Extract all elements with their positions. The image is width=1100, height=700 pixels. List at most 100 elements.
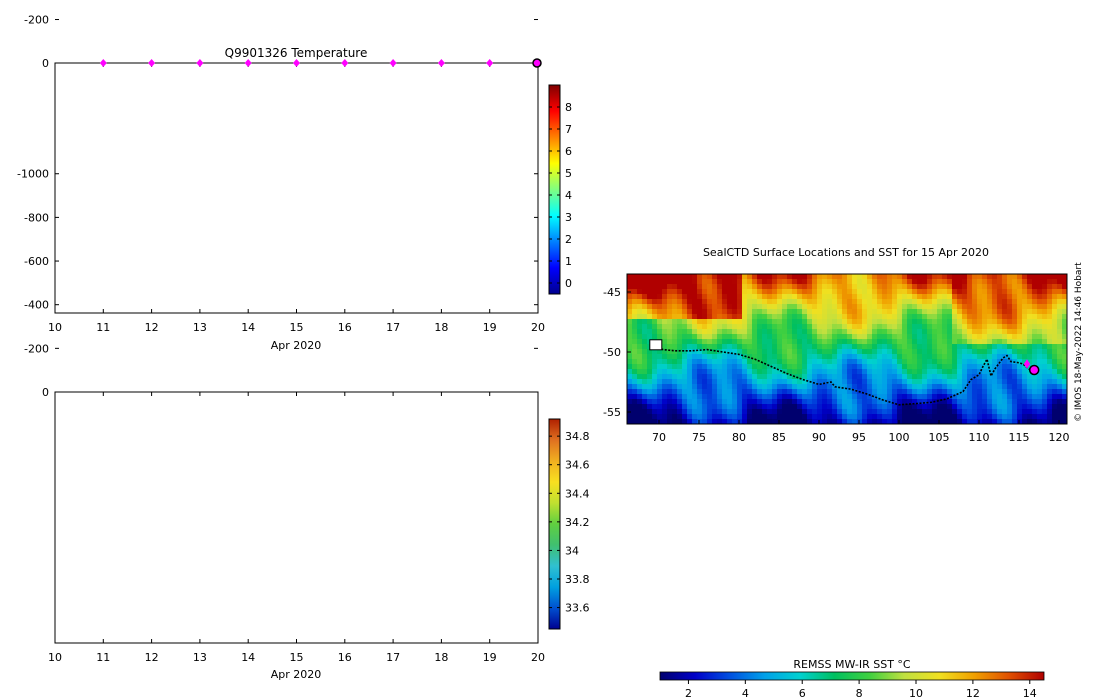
x-tick-label: 14 bbox=[241, 321, 255, 334]
sst-cell bbox=[872, 369, 877, 374]
sst-cell bbox=[642, 384, 647, 389]
sst-cell bbox=[687, 294, 692, 299]
sst-cell bbox=[662, 384, 667, 389]
sst-cell bbox=[907, 314, 912, 319]
sst-cell bbox=[872, 304, 877, 309]
sst-cell bbox=[1047, 299, 1052, 304]
sst-cell bbox=[897, 394, 902, 399]
sst-cell bbox=[762, 294, 767, 299]
sst-cell bbox=[1042, 334, 1047, 339]
sst-cell bbox=[647, 364, 652, 369]
sst-cell bbox=[837, 314, 842, 319]
sst-cell bbox=[747, 369, 752, 374]
sst-cell bbox=[777, 414, 782, 419]
sst-cell bbox=[822, 289, 827, 294]
sst-cell bbox=[982, 344, 987, 349]
sst-cell bbox=[1002, 419, 1007, 424]
sst-cell bbox=[1032, 374, 1037, 379]
sst-cell bbox=[632, 304, 637, 309]
sst-cell bbox=[882, 349, 887, 354]
x-tick-label: 17 bbox=[386, 321, 400, 334]
sst-cell bbox=[1047, 294, 1052, 299]
sst-cell bbox=[887, 389, 892, 394]
sst-cell bbox=[832, 359, 837, 364]
sst-cell bbox=[972, 334, 977, 339]
sst-cell bbox=[697, 379, 702, 384]
sst-cell bbox=[697, 359, 702, 364]
sst-cell bbox=[772, 419, 777, 424]
sst-cell bbox=[732, 309, 737, 314]
sst-cell bbox=[932, 299, 937, 304]
sst-cell bbox=[742, 304, 747, 309]
sst-cell bbox=[857, 294, 862, 299]
sst-cell bbox=[632, 359, 637, 364]
sst-cell bbox=[692, 394, 697, 399]
sst-cell bbox=[857, 334, 862, 339]
sst-cell bbox=[892, 314, 897, 319]
sst-cell bbox=[782, 274, 787, 279]
sst-cell bbox=[822, 359, 827, 364]
sst-cell bbox=[1052, 414, 1057, 419]
sst-cell bbox=[712, 284, 717, 289]
sst-cell bbox=[997, 329, 1002, 334]
sst-cell bbox=[922, 379, 927, 384]
sst-cell bbox=[912, 384, 917, 389]
map-x-tick-label: 75 bbox=[692, 431, 706, 444]
sst-cell bbox=[687, 289, 692, 294]
x-tick-label: 16 bbox=[338, 651, 352, 664]
sst-cell bbox=[662, 359, 667, 364]
sst-cell bbox=[1022, 334, 1027, 339]
sst-cell bbox=[957, 294, 962, 299]
sst-cell bbox=[852, 379, 857, 384]
sst-cell bbox=[912, 399, 917, 404]
sst-cell bbox=[717, 319, 722, 324]
sst-cell bbox=[977, 374, 982, 379]
sst-cell bbox=[652, 314, 657, 319]
sst-cell bbox=[707, 304, 712, 309]
sst-cell bbox=[782, 389, 787, 394]
sst-cell bbox=[912, 344, 917, 349]
sst-cell bbox=[1032, 379, 1037, 384]
sst-cell bbox=[987, 309, 992, 314]
sst-cell bbox=[1007, 349, 1012, 354]
sst-cell bbox=[747, 339, 752, 344]
sst-cell bbox=[767, 324, 772, 329]
sst-cell bbox=[937, 354, 942, 359]
sst-cell bbox=[987, 294, 992, 299]
sst-cell bbox=[762, 314, 767, 319]
sst-cell bbox=[1022, 359, 1027, 364]
sst-cell bbox=[682, 369, 687, 374]
sst-cell bbox=[1007, 359, 1012, 364]
sst-cell bbox=[867, 364, 872, 369]
sst-cell bbox=[952, 279, 957, 284]
sst-cell bbox=[892, 334, 897, 339]
sst-cell bbox=[967, 414, 972, 419]
sst-cell bbox=[707, 289, 712, 294]
sst-cell bbox=[637, 304, 642, 309]
sst-cell bbox=[702, 339, 707, 344]
sst-cell bbox=[1057, 294, 1062, 299]
sst-cell bbox=[677, 394, 682, 399]
sst-cell bbox=[797, 374, 802, 379]
sst-cell bbox=[642, 394, 647, 399]
sst-cell bbox=[697, 389, 702, 394]
sst-cell bbox=[867, 409, 872, 414]
sst-cell bbox=[817, 399, 822, 404]
sst-cell bbox=[787, 319, 792, 324]
sst-cell bbox=[757, 344, 762, 349]
sst-cell bbox=[1037, 379, 1042, 384]
sst-cell bbox=[1012, 404, 1017, 409]
sst-cell bbox=[917, 314, 922, 319]
sst-cell bbox=[897, 314, 902, 319]
sst-cell bbox=[652, 354, 657, 359]
sst-cell bbox=[982, 354, 987, 359]
sst-cell bbox=[642, 339, 647, 344]
sst-cell bbox=[937, 304, 942, 309]
sst-cell bbox=[682, 299, 687, 304]
sst-cell bbox=[837, 419, 842, 424]
sst-cell bbox=[997, 344, 1002, 349]
sst-cell bbox=[712, 414, 717, 419]
sst-cell bbox=[1017, 359, 1022, 364]
sst-colorbar-tick-label: 14 bbox=[1023, 687, 1037, 700]
sst-cell bbox=[932, 324, 937, 329]
